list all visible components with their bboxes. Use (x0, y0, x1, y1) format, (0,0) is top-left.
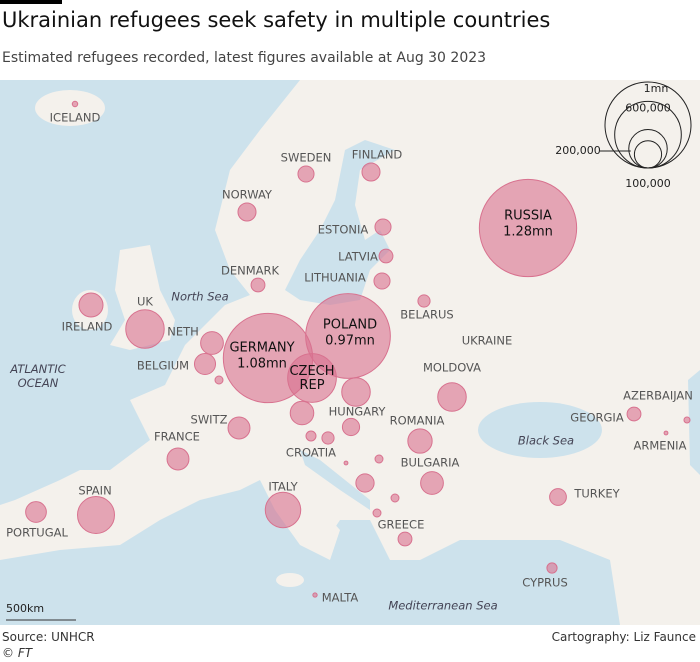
refugee-bubble (374, 454, 384, 464)
refugee-bubble (287, 353, 337, 403)
refugee-bubble (227, 416, 251, 440)
country-label: ICELAND (50, 111, 101, 125)
country-label: FINLAND (352, 148, 403, 162)
refugee-bubble (71, 100, 79, 108)
refugee-bubble (683, 416, 691, 424)
refugee-bubble (390, 493, 400, 503)
refugee-bubble (361, 162, 381, 182)
subtitle: Estimated refugees recorded, latest figu… (2, 50, 487, 66)
refugee-bubble (289, 400, 315, 426)
country-label: MALTA (322, 591, 359, 605)
country-label: BELGIUM (137, 359, 189, 373)
country-label: LATVIA (338, 250, 378, 264)
refugee-bubble (77, 496, 115, 534)
country-label: NORWAY (222, 188, 273, 202)
legend-label: 200,000 (555, 144, 601, 157)
copyright: © FT (2, 646, 33, 660)
country-label: BULGARIA (401, 456, 460, 470)
country-label: PORTUGAL (6, 526, 68, 540)
country-label: GEORGIA (570, 411, 624, 425)
country-label: IRELAND (62, 320, 113, 334)
legend-label: 100,000 (625, 177, 671, 190)
country-label: CZECH REP (289, 364, 334, 393)
legend-circle (633, 140, 663, 169)
refugee-bubble (250, 277, 266, 293)
refugee-bubble (200, 331, 224, 355)
country-label: BELARUS (400, 308, 453, 322)
source: Source: UNHCR (2, 630, 95, 644)
refugee-bubble (214, 375, 224, 385)
country-label: LITHUANIA (304, 271, 366, 285)
refugee-bubble (341, 417, 361, 437)
place-label: Mediterranean Sea (388, 599, 497, 613)
country-label: SPAIN (78, 484, 111, 498)
country-label: GERMANY (229, 341, 294, 356)
country-label: AZERBAIJAN (623, 389, 693, 403)
refugee-bubble (264, 491, 302, 529)
refugee-bubble (478, 178, 578, 278)
refugee-bubble (166, 447, 190, 471)
refugee-bubble (25, 501, 47, 523)
title: Ukrainian refugees seek safety in multip… (2, 8, 551, 32)
country-label: CROATIA (286, 446, 336, 460)
country-label: NETH (167, 325, 199, 339)
refugee-bubble (297, 165, 315, 183)
refugee-bubble (663, 430, 669, 436)
country-label: ITALY (268, 480, 298, 494)
top-rule (0, 0, 62, 4)
refugee-bubble (549, 488, 567, 506)
refugee-bubble (237, 202, 257, 222)
refugee-bubble (341, 377, 371, 407)
refugee-bubble (397, 531, 413, 547)
place-label: Black Sea (518, 434, 574, 448)
country-label: ESTONIA (318, 223, 369, 237)
country-label: UK (137, 295, 153, 309)
refugee-bubble (546, 562, 558, 574)
value-label: 1.08mn (237, 357, 287, 372)
legend-label: 1mn (644, 82, 669, 95)
refugee-bubble (626, 406, 642, 422)
refugee-bubble (78, 292, 104, 318)
refugee-bubble (321, 431, 335, 445)
refugee-bubble (378, 248, 394, 264)
country-label: POLAND (323, 318, 377, 333)
place-label: UKRAINE (462, 334, 513, 348)
refugee-bubble (420, 471, 444, 495)
refugee-bubble (417, 294, 431, 308)
refugee-bubble (125, 309, 165, 349)
scale-label: 500km (6, 602, 44, 615)
country-label: HUNGARY (329, 405, 387, 419)
country-label: CYPRUS (522, 576, 568, 590)
country-label: RUSSIA (504, 209, 552, 224)
legend-label: 600,000 (625, 101, 671, 114)
country-label: GREECE (378, 518, 425, 532)
country-label: FRANCE (154, 430, 200, 444)
refugee-bubble (355, 473, 375, 493)
refugee-bubble (305, 293, 391, 379)
refugee-bubble (193, 352, 217, 376)
place-label: North Sea (171, 290, 228, 304)
value-label: 1.28mn (503, 225, 553, 240)
refugee-bubble (372, 508, 382, 518)
country-label: SWEDEN (281, 151, 332, 165)
credit: Cartography: Liz Faunce (551, 630, 696, 644)
country-label: TURKEY (573, 487, 620, 501)
place-label: ATLANTIC OCEAN (9, 362, 65, 390)
refugee-bubble (407, 428, 433, 454)
refugee-bubble (305, 430, 317, 442)
refugee-bubble (437, 382, 467, 412)
country-label: ARMENIA (634, 439, 687, 453)
country-label: ROMANIA (390, 414, 445, 428)
refugee-bubble (312, 592, 318, 598)
country-label: DENMARK (221, 264, 280, 278)
country-label: MOLDOVA (423, 361, 481, 375)
country-label: SWITZ (191, 413, 228, 427)
refugee-bubble (343, 460, 349, 466)
refugee-bubble (374, 218, 392, 236)
refugee-bubble (373, 272, 391, 290)
value-label: 0.97mn (325, 334, 375, 349)
